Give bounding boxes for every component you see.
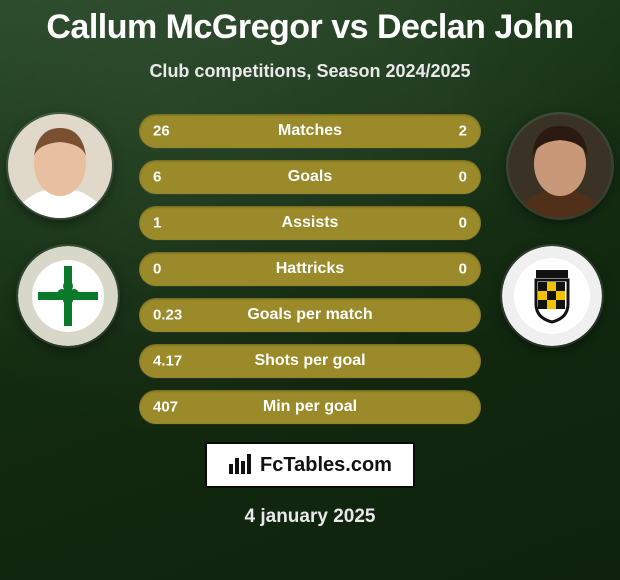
- stat-bar: 0 Hattricks 0: [139, 252, 481, 286]
- date-label: 4 january 2025: [0, 506, 620, 528]
- stat-value-right: 0: [459, 215, 467, 232]
- stat-label: Goals per match: [247, 306, 372, 324]
- stat-bar: 4.17 Shots per goal: [139, 344, 481, 378]
- stat-bar: 26 Matches 2: [139, 114, 481, 148]
- stat-value-left: 1: [153, 215, 161, 232]
- club-right-logo: [502, 246, 602, 346]
- stat-label: Min per goal: [263, 398, 357, 416]
- stat-value-right: 0: [459, 169, 467, 186]
- page-subtitle: Club competitions, Season 2024/2025: [0, 61, 620, 82]
- page-title: Callum McGregor vs Declan John: [0, 0, 620, 47]
- stat-value-right: 0: [459, 261, 467, 278]
- stat-value-left: 0.23: [153, 307, 182, 324]
- player-right-photo: [508, 114, 612, 218]
- stat-bar: 1 Assists 0: [139, 206, 481, 240]
- stat-bar: 0.23 Goals per match: [139, 298, 481, 332]
- stat-bars: 26Matches26Goals01Assists00Hattricks00.2…: [139, 114, 481, 424]
- stat-value-left: 6: [153, 169, 161, 186]
- stat-value-left: 4.17: [153, 353, 182, 370]
- stat-bar: 407 Min per goal: [139, 390, 481, 424]
- player-left-photo: [8, 114, 112, 218]
- comparison-stage: 26Matches26Goals01Assists00Hattricks00.2…: [0, 114, 620, 424]
- stat-label: Assists: [282, 214, 339, 232]
- stat-label: Goals: [288, 168, 332, 186]
- stat-bar: 6 Goals 0: [139, 160, 481, 194]
- stat-value-right: 2: [459, 123, 467, 140]
- stat-label: Shots per goal: [254, 352, 365, 370]
- stat-value-left: 0: [153, 261, 161, 278]
- site-badge: FcTables.com: [205, 442, 415, 488]
- stat-value-left: 26: [153, 123, 170, 140]
- bars-icon: [228, 452, 254, 479]
- stat-label: Matches: [278, 122, 342, 140]
- site-label: FcTables.com: [260, 454, 392, 477]
- stat-label: Hattricks: [276, 260, 344, 278]
- stat-value-left: 407: [153, 399, 178, 416]
- club-left-logo: [18, 246, 118, 346]
